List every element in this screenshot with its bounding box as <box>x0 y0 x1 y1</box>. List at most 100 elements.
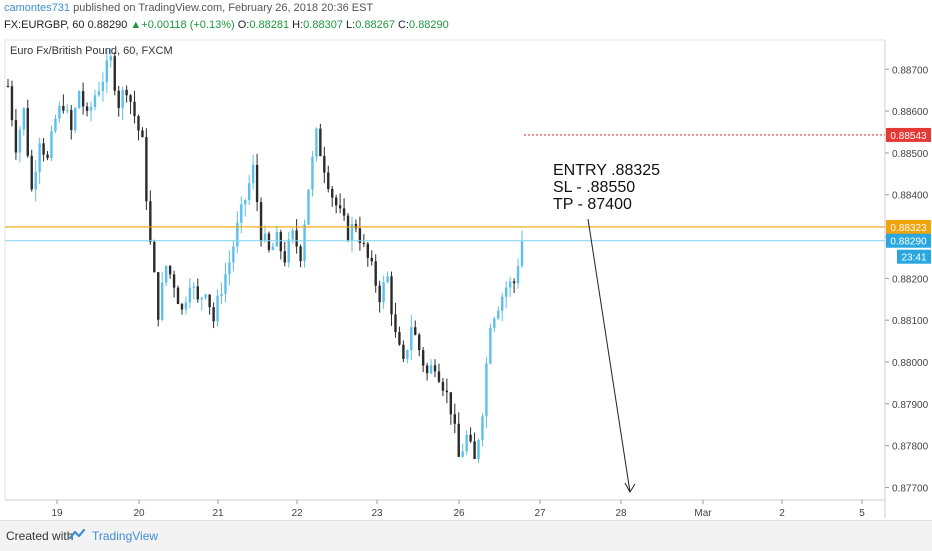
candle-body <box>267 233 271 250</box>
candle-body <box>18 129 22 153</box>
candle-body <box>504 287 508 297</box>
open-label: O: <box>237 19 250 31</box>
candle-body <box>362 242 366 244</box>
candle-body <box>283 251 286 263</box>
time-tick-label: 21 <box>212 508 224 518</box>
candle-body <box>429 365 433 374</box>
candle-body <box>398 332 401 345</box>
countdown-badge <box>897 249 931 264</box>
candle-body <box>501 296 504 311</box>
candle-body <box>311 156 314 190</box>
candle-body <box>402 344 405 359</box>
time-tick-label: 2 <box>779 508 785 518</box>
time-tick-label: 28 <box>615 508 627 518</box>
price-badge-label: 0.88543 <box>890 131 927 142</box>
candle-body <box>10 86 14 121</box>
candle-body <box>386 276 389 283</box>
candle-body <box>315 128 318 157</box>
candle-body <box>271 246 275 250</box>
candle-body <box>520 241 524 267</box>
ohlc-legend: FX:EURGBP, 60 0.88290 ▲+0.00118 (+0.13%)… <box>4 19 449 31</box>
time-tick-label: 26 <box>453 508 465 518</box>
candle-body <box>121 89 124 109</box>
candle-body <box>168 265 172 275</box>
close-value: 0.88290 <box>409 19 449 31</box>
created-with-text: Created with <box>6 529 74 543</box>
price-chart[interactable]: 0.887000.886000.885000.884000.883000.882… <box>0 36 932 518</box>
entry-text: ENTRY .88325 <box>553 162 661 179</box>
candle-body <box>489 327 492 364</box>
candle-body <box>350 223 354 241</box>
candle-body <box>358 228 362 243</box>
price-tick-label: 0.88100 <box>892 316 929 327</box>
candle-body <box>441 381 445 391</box>
candle-body <box>6 86 10 87</box>
candle-body <box>449 392 453 415</box>
candle-body <box>50 131 53 159</box>
candle-body <box>418 334 421 351</box>
candle-body <box>497 310 500 319</box>
candle-body <box>319 128 322 157</box>
candle-body <box>410 327 413 351</box>
chart-title: Euro Fx/British Pound, 60, FXCM <box>10 45 173 57</box>
candle-body <box>287 239 290 263</box>
candle-body <box>129 95 132 102</box>
candle-body <box>81 91 85 107</box>
candle-body <box>236 222 239 247</box>
countdown-label: 23:41 <box>901 253 926 264</box>
candle-body <box>481 416 484 440</box>
candle-body <box>164 265 168 283</box>
candle-body <box>512 281 516 284</box>
time-tick-label: 22 <box>291 508 303 518</box>
close-label: C: <box>398 19 410 31</box>
candle-body <box>42 143 45 155</box>
candle-body <box>212 307 215 322</box>
candle-body <box>113 56 116 91</box>
candle-body <box>101 81 105 91</box>
price-tick-label: 0.87800 <box>892 442 929 453</box>
candle-body <box>334 197 338 206</box>
up-arrow-icon: ▲ <box>130 19 142 31</box>
candle-body <box>327 172 330 189</box>
price-tick-label: 0.87900 <box>892 400 929 411</box>
price-badge-label: 0.88323 <box>890 223 927 234</box>
candle-body <box>34 171 37 190</box>
candle-body <box>157 272 160 320</box>
price-badge-label: 0.88290 <box>890 237 927 248</box>
price-tick-label: 0.88200 <box>892 274 929 285</box>
footer-bar: Created with TradingView <box>0 520 932 551</box>
price-tick-label: 0.88400 <box>892 191 929 202</box>
price-badge <box>886 219 931 234</box>
candle-body <box>406 350 409 359</box>
candle-body <box>58 105 61 119</box>
arrow-shaft <box>587 218 631 493</box>
candle-body <box>366 243 369 258</box>
candle-body <box>232 246 235 263</box>
tradingview-link[interactable]: TradingView <box>92 529 159 543</box>
candle-body <box>22 108 26 130</box>
candle-body <box>137 116 140 131</box>
candle-body <box>342 208 346 216</box>
candle-body <box>70 110 73 131</box>
author-link[interactable]: camontes731 <box>4 2 71 14</box>
take-profit-text: TP - 87400 <box>553 196 632 213</box>
projection-arrow <box>587 218 636 493</box>
candle-body <box>208 294 211 308</box>
candle-body <box>307 189 310 225</box>
arrow-head <box>624 482 636 493</box>
candle-body <box>200 297 203 300</box>
candle-body <box>445 390 449 393</box>
time-tick-label: 20 <box>133 508 145 518</box>
last-price-text: 0.88290 <box>87 19 128 31</box>
candle-body <box>220 293 223 296</box>
candle-body <box>303 224 306 262</box>
candle-body <box>433 365 437 372</box>
time-tick-label: 27 <box>534 508 546 518</box>
tradingview-cloud-icon[interactable] <box>68 527 88 541</box>
candle-body <box>331 188 334 198</box>
candle-body <box>263 233 267 241</box>
candle-body <box>425 365 429 374</box>
candle-body <box>77 91 81 109</box>
time-tick-label: 19 <box>51 508 63 518</box>
candle-body <box>62 105 65 111</box>
